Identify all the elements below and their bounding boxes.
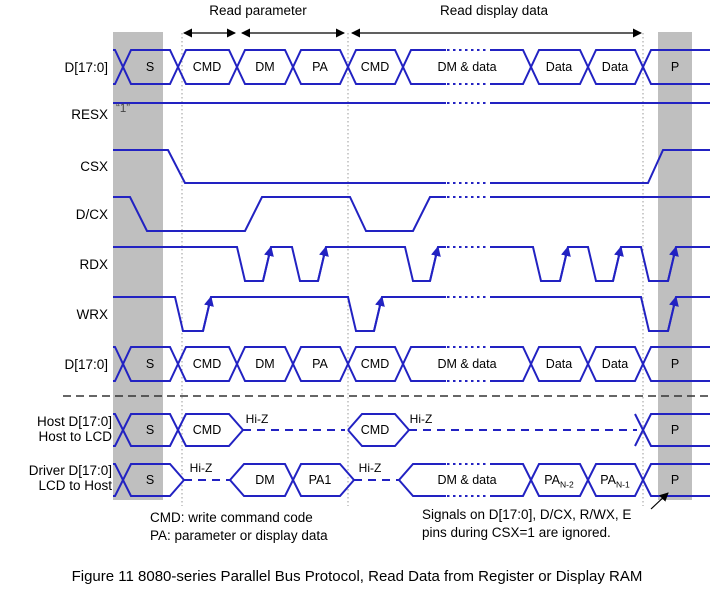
signal-label-rdx: RDX xyxy=(79,257,108,272)
driver-wave xyxy=(113,463,185,497)
hiz-label: Hi-Z xyxy=(189,461,213,475)
bus2-cell: CMD xyxy=(192,357,222,371)
note-pa: PA: parameter or display data xyxy=(150,528,328,543)
driver-cell: DM xyxy=(255,473,275,487)
resx-level-label: “1” xyxy=(116,103,131,115)
bus2-cell: P xyxy=(670,357,680,371)
bus1-cell: PA xyxy=(312,60,328,74)
bus2-cell: S xyxy=(145,357,155,371)
bus2-wave xyxy=(113,346,710,382)
phase-read-display-data: Read display data xyxy=(439,3,549,18)
elision-mask xyxy=(446,82,490,86)
bus2-cell: DM xyxy=(255,357,275,371)
note-ignored-line2: pins during CSX=1 are ignored. xyxy=(422,525,611,540)
elision-mask xyxy=(446,462,490,466)
bus2-cell: Data xyxy=(545,357,573,371)
elision-mask xyxy=(446,48,490,52)
host-wave xyxy=(347,413,410,431)
host-cell: CMD xyxy=(192,423,222,437)
bus2-cell: CMD xyxy=(360,357,390,371)
latch-edge-arrow xyxy=(429,246,441,282)
driver-cell: P xyxy=(670,473,680,487)
hiz-label: Hi-Z xyxy=(245,412,269,426)
elision-mask xyxy=(446,379,490,383)
driver-cell: PAN-1 xyxy=(600,473,630,490)
signal-label-driver-2: LCD to Host xyxy=(38,478,112,493)
bus1-cell: S xyxy=(145,60,155,74)
figure-caption: Figure 11 8080-series Parallel Bus Proto… xyxy=(71,568,643,585)
signal-label-host-2: Host to LCD xyxy=(38,429,112,444)
driver-wave xyxy=(229,463,355,497)
bus2-cell: Data xyxy=(601,357,629,371)
ignore-band-left xyxy=(113,32,163,500)
latch-edge-arrow xyxy=(373,296,385,332)
driver-cell: PAN-2 xyxy=(544,473,574,490)
elision-mask xyxy=(446,195,490,199)
signal-label-resx: RESX xyxy=(71,107,108,122)
latch-edge-arrow xyxy=(667,296,679,332)
phase-read-parameter: Read parameter xyxy=(209,3,307,18)
driver-cell: DM & data xyxy=(437,473,497,487)
bus1-wave xyxy=(113,49,710,85)
csx-wave xyxy=(113,149,710,184)
host-wave xyxy=(634,413,710,447)
latch-edge-arrow xyxy=(202,296,214,332)
latch-edge-arrow xyxy=(667,246,679,282)
bus1-cell: CMD xyxy=(192,60,222,74)
hiz-label: Hi-Z xyxy=(409,412,433,426)
elision-mask xyxy=(446,181,490,185)
signal-label-csx: CSX xyxy=(80,159,108,174)
elision-mask xyxy=(446,494,490,498)
latch-edge-arrow xyxy=(612,246,624,282)
elision-mask xyxy=(446,245,490,249)
signal-label-bus2: D[17:0] xyxy=(64,357,108,372)
bus1-cell: Data xyxy=(601,60,629,74)
latch-edge-arrow xyxy=(559,246,571,282)
host-cell: CMD xyxy=(360,423,390,437)
bus1-cell: CMD xyxy=(360,60,390,74)
note-ignored-signals: Signals on D[17:0], D/CX, R/WX, E pins d… xyxy=(422,506,631,542)
signal-label-host-1: Host D[17:0] xyxy=(36,414,112,429)
host-cell: S xyxy=(145,423,155,437)
driver-wave xyxy=(113,463,185,497)
host-wave xyxy=(347,429,410,447)
note-callout-arrow xyxy=(650,492,669,510)
bus2-cell: DM & data xyxy=(437,357,497,371)
host-wave xyxy=(113,413,244,447)
note-ignored-line1: Signals on D[17:0], D/CX, R/WX, E xyxy=(422,507,632,522)
host-wave xyxy=(113,413,244,447)
bus1-cell: DM xyxy=(255,60,275,74)
elision-mask xyxy=(446,295,490,299)
wrx-wave xyxy=(113,296,710,332)
signal-label-dcx: D/CX xyxy=(75,207,108,222)
latch-edge-arrow xyxy=(262,246,274,282)
dcx-wave xyxy=(113,196,710,232)
host-cell: P xyxy=(670,423,680,437)
latch-edge-arrow xyxy=(317,246,329,282)
signal-label-driver-1: Driver D[17:0] xyxy=(28,463,112,478)
bus1-cell: Data xyxy=(545,60,573,74)
elision-mask xyxy=(446,101,490,105)
bus1-cell: DM & data xyxy=(437,60,497,74)
note-cmd: CMD: write command code xyxy=(150,510,313,525)
bus2-cell: PA xyxy=(312,357,328,371)
ignore-band-right xyxy=(658,32,692,500)
signal-label-bus1: D[17:0] xyxy=(64,60,108,75)
signal-label-wrx: WRX xyxy=(76,307,109,322)
driver-cell: PA1 xyxy=(308,473,332,487)
hiz-label: Hi-Z xyxy=(358,461,382,475)
elision-mask xyxy=(446,345,490,349)
bus1-cell: P xyxy=(670,60,680,74)
note-abbreviations: CMD: write command code PA: parameter or… xyxy=(150,509,328,545)
driver-cell: S xyxy=(145,473,155,487)
